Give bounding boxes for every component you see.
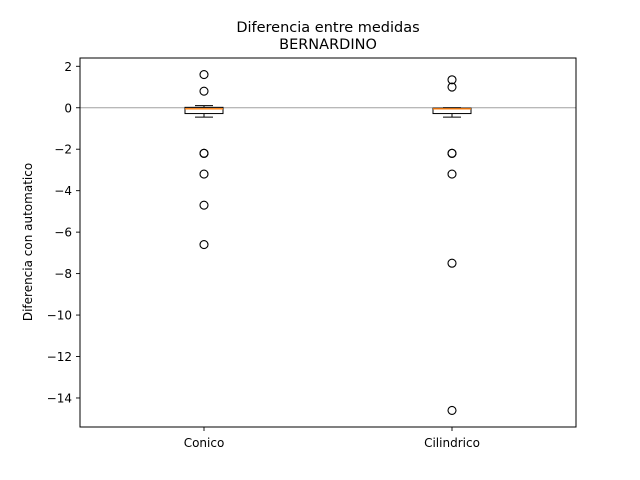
- y-tick-label: −2: [54, 143, 72, 157]
- outlier-point: [199, 240, 209, 250]
- y-tick-label: −4: [54, 184, 72, 198]
- outlier-point: [447, 148, 457, 158]
- chart-title: Diferencia entre medidas: [236, 20, 419, 36]
- y-tick-label: −8: [54, 267, 72, 281]
- y-axis-label: Diferencia con automatico: [21, 163, 35, 321]
- chart-subtitle: BERNARDINO: [279, 37, 377, 53]
- outlier-point: [447, 75, 457, 85]
- x-tick-label: Conico: [184, 436, 225, 450]
- y-tick-label: −12: [47, 350, 72, 364]
- y-tick-label: −10: [47, 309, 72, 323]
- x-tick-label: Cilindrico: [424, 436, 480, 450]
- outlier-point: [447, 82, 457, 92]
- y-tick-label: 2: [64, 60, 72, 74]
- outlier-point: [447, 405, 457, 415]
- outlier-point: [199, 148, 209, 158]
- plot-frame: [79, 57, 577, 428]
- outlier-point: [447, 169, 457, 179]
- outlier-point: [199, 70, 209, 80]
- plot-area: 2 0 −2 −4 −6 −8 −10 −12 −14 Conico Cilindrico: [47, 57, 577, 450]
- outlier-point: [199, 86, 209, 96]
- iqr-box: [184, 106, 224, 115]
- y-tick-label: −6: [54, 226, 72, 240]
- outlier-point: [199, 169, 209, 179]
- outlier-point: [447, 258, 457, 268]
- outlier-point: [199, 200, 209, 210]
- y-tick-label: −14: [47, 391, 72, 405]
- y-tick-label: 0: [64, 101, 72, 115]
